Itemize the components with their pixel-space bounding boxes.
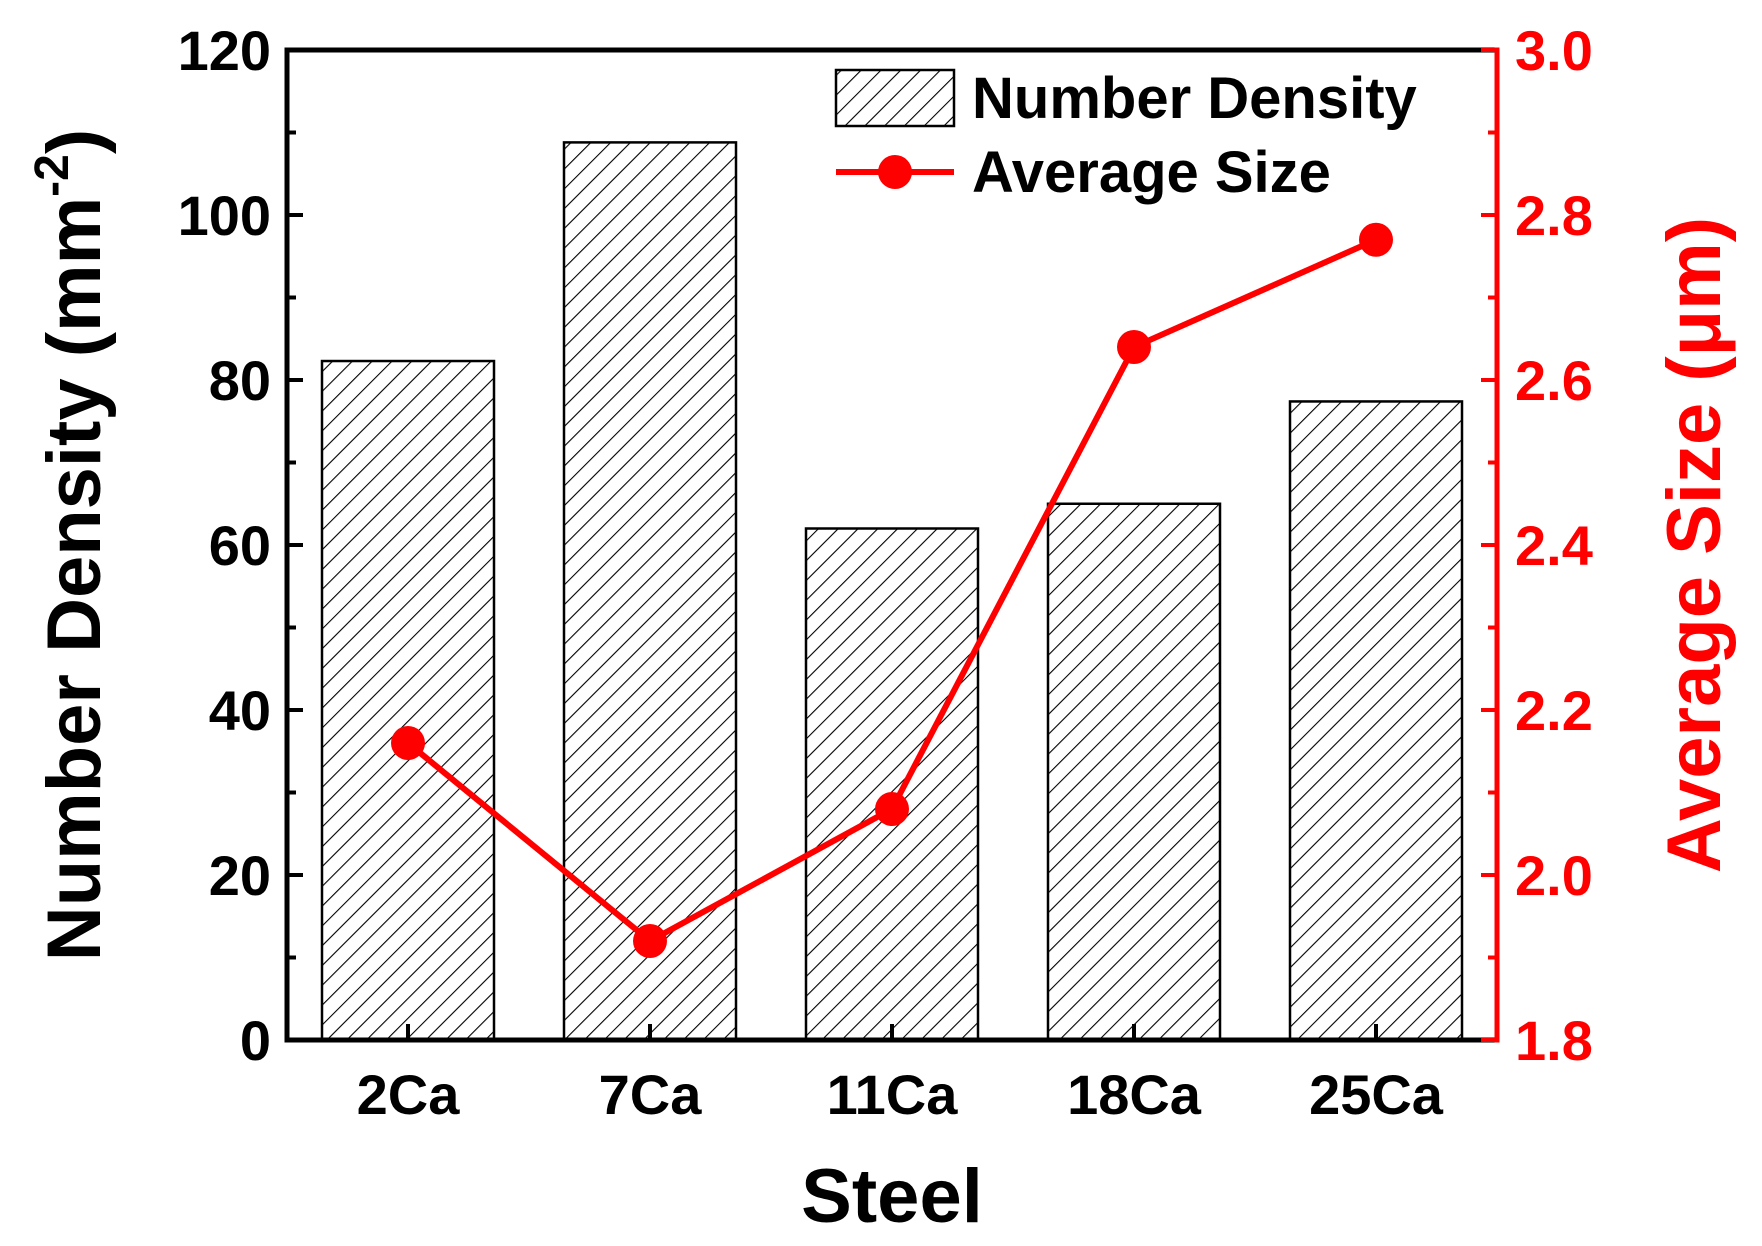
y2-tick-label-2.8: 2.8: [1515, 184, 1593, 247]
average-size-point-25Ca: [1359, 222, 1393, 257]
left-axis: 0 20 40 60 80 100 120: [178, 19, 303, 1072]
average-size-point-2Ca: [391, 726, 425, 760]
legend-bar-swatch: [834, 68, 956, 128]
y2-tick-label-2.4: 2.4: [1515, 514, 1593, 577]
x-tick-label-2Ca: 2Ca: [357, 1063, 461, 1126]
y2-axis-title: Average Size (μm): [1652, 217, 1737, 873]
bar-11Ca: [804, 527, 980, 1042]
y-tick-label-40: 40: [209, 679, 271, 742]
y-axis-title-superscript: -2: [26, 154, 79, 197]
y-axis-title: Number Density (mm-2): [26, 129, 117, 961]
y-tick-label-60: 60: [209, 514, 271, 577]
legend-line-marker: [878, 155, 912, 189]
x-tick-label-25Ca: 25Ca: [1309, 1063, 1444, 1126]
y-tick-label-80: 80: [209, 349, 271, 412]
bar-18Ca: [1046, 502, 1222, 1042]
y2-tick-label-2.2: 2.2: [1515, 679, 1593, 742]
bar-25Ca: [1288, 400, 1464, 1042]
y2-tick-label-3.0: 3.0: [1515, 19, 1593, 82]
y-tick-label-100: 100: [178, 184, 271, 247]
average-size-point-7Ca: [633, 924, 667, 958]
y-tick-label-120: 120: [178, 19, 271, 82]
bar-2Ca: [320, 359, 496, 1042]
average-size-point-11Ca: [875, 792, 909, 826]
x-tick-label-18Ca: 18Ca: [1067, 1063, 1202, 1126]
y2-tick-label-1.8: 1.8: [1515, 1009, 1593, 1072]
y2-tick-label-2.6: 2.6: [1515, 349, 1593, 412]
x-tick-label-7Ca: 7Ca: [599, 1063, 703, 1126]
y2-tick-label-2.0: 2.0: [1515, 844, 1593, 907]
average-size-point-18Ca: [1117, 330, 1151, 364]
y-axis-title-close: ): [32, 129, 117, 154]
average-size-line-layer: [391, 222, 1393, 958]
x-axis-title: Steel: [801, 1154, 983, 1239]
legend: Number Density Average Size: [834, 66, 1417, 205]
y-tick-label-0: 0: [240, 1009, 271, 1072]
right-axis: 1.8 2.0 2.2 2.4 2.6 2.8 3.0: [1481, 19, 1593, 1072]
x-axis: 2Ca 7Ca 11Ca 18Ca 25Ca: [357, 1024, 1444, 1126]
x-tick-label-11Ca: 11Ca: [827, 1063, 959, 1126]
legend-line-label: Average Size: [972, 140, 1331, 205]
y-tick-label-20: 20: [209, 844, 271, 907]
y-axis-title-main: Number Density (mm: [32, 197, 117, 961]
legend-bar-label: Number Density: [972, 66, 1417, 131]
